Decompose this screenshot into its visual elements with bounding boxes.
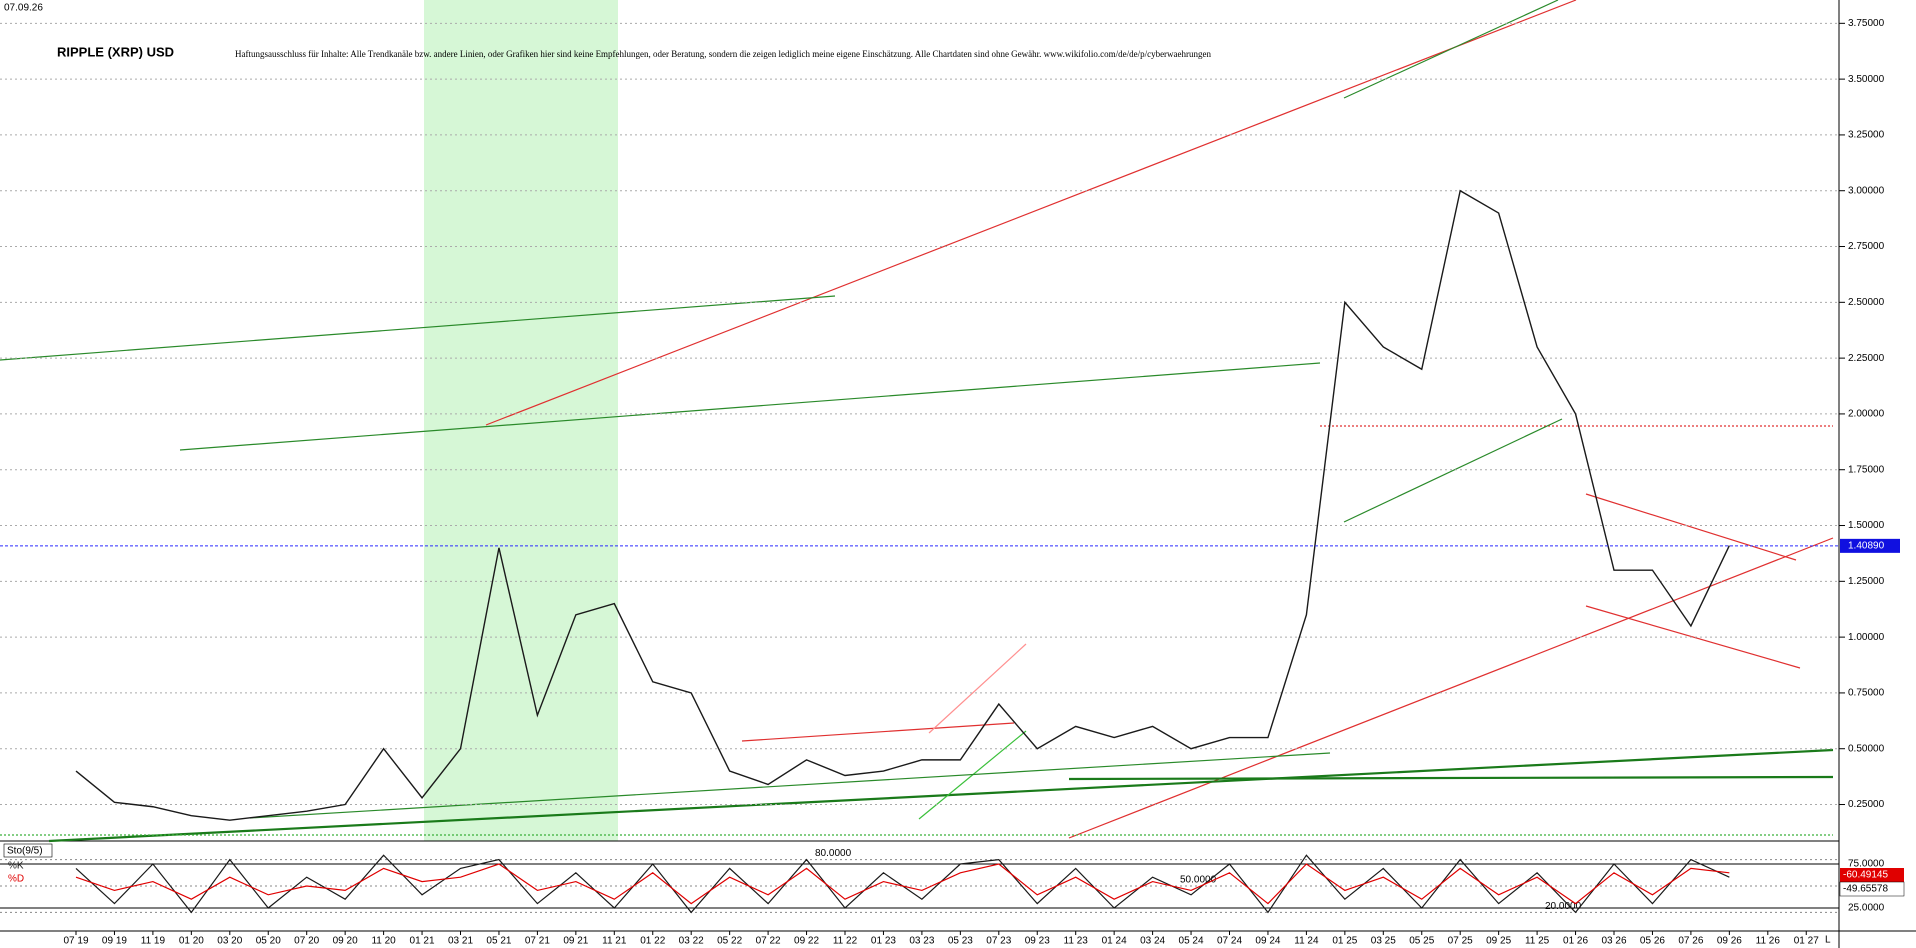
x-tick-label: 01 21 (410, 936, 435, 947)
x-tick-label: 05 23 (948, 936, 973, 947)
x-tick-label: 07 22 (756, 936, 781, 947)
x-tick-label: 01 23 (871, 936, 896, 947)
x-tick-label: 11 22 (833, 936, 858, 947)
disclaimer: Haftungsausschluss für Inhalte: Alle Tre… (235, 49, 1212, 59)
x-tick-label: 03 24 (1140, 936, 1165, 947)
y-tick-label: 0.75000 (1848, 688, 1885, 699)
y-tick-label: 3.00000 (1848, 185, 1885, 196)
price-line (75, 189, 1730, 821)
x-tick-label: 07 24 (1217, 936, 1242, 947)
readout-label: -60.49145 (1843, 870, 1888, 881)
x-tick-label: 05 25 (1409, 936, 1434, 947)
x-tick-label: 07 20 (294, 936, 319, 947)
x-tick-label: 05 21 (486, 936, 511, 947)
x-tick-label: 03 22 (679, 936, 704, 947)
y-tick-label: 0.25000 (1848, 799, 1885, 810)
y-tick-label: 1.75000 (1848, 464, 1885, 475)
x-tick-label: 11 19 (141, 936, 166, 947)
x-tick-label: 09 20 (333, 936, 358, 947)
x-tick-label: 09 24 (1255, 936, 1280, 947)
x-tick-label: 11 20 (371, 936, 396, 947)
x-tick-label: 03 25 (1371, 936, 1396, 947)
highlight-band (424, 0, 618, 841)
x-tick-label: 09 21 (563, 936, 588, 947)
readout-box (1840, 868, 1904, 882)
x-tick-label: 09 23 (1025, 936, 1050, 947)
y-tick-label: 75.0000 (1848, 859, 1885, 870)
x-tick-label: 07 25 (1448, 936, 1473, 947)
x-tick-label: 01 20 (179, 936, 204, 947)
last-price-box (1840, 538, 1900, 553)
x-tick-label: 11 21 (602, 936, 627, 947)
x-tick-label: 03 23 (909, 936, 934, 947)
legend-entry: %K (8, 861, 24, 872)
y-tick-label: 3.50000 (1848, 74, 1885, 85)
y-tick-label: 2.00000 (1848, 409, 1885, 420)
x-tick-label: 03 26 (1601, 936, 1626, 947)
chart-title: RIPPLE (XRP) USD (57, 44, 174, 59)
x-tick-label: 05 20 (256, 936, 281, 947)
indicator-title: Sto(9/5) (7, 846, 43, 857)
y-tick-label: 3.25000 (1848, 130, 1885, 141)
y-tick-label: 0.50000 (1848, 743, 1885, 754)
x-tick-label: 01 24 (1102, 936, 1127, 947)
readout-box (1839, 881, 1905, 897)
y-tick-label: 25.0000 (1848, 903, 1885, 914)
y-tick-label: 2.50000 (1848, 297, 1885, 308)
y-tick-label: 1.00000 (1848, 632, 1885, 643)
x-tick-label: 07 19 (63, 936, 88, 947)
date: 07.09.26 (4, 3, 43, 14)
level-label: 80.0000 (815, 848, 852, 859)
x-tick-label: 11 26 (1756, 936, 1781, 947)
x-tick-label: 09 22 (794, 936, 819, 947)
x-tick-label: 01 26 (1563, 936, 1588, 947)
axis-end: L (1825, 935, 1831, 946)
level-label: 20.0000 (1545, 901, 1582, 912)
y-tick-label: 2.75000 (1848, 241, 1885, 252)
x-tick-label: 01 27 (1794, 936, 1819, 947)
readout-label: -49.65578 (1843, 884, 1888, 895)
indicator-box (3, 843, 53, 858)
trend-lines (0, 0, 1834, 843)
x-tick-label: 11 24 (1294, 936, 1319, 947)
x-tick-label: 07 21 (525, 936, 550, 947)
y-tick-label: 2.25000 (1848, 353, 1885, 364)
x-tick-label: 05 22 (717, 936, 742, 947)
level-label: 50.0000 (1180, 875, 1217, 886)
x-tick-label: 09 25 (1486, 936, 1511, 947)
y-tick-label: 1.25000 (1848, 576, 1885, 587)
x-tick-label: 03 20 (217, 936, 242, 947)
x-tick-label: 03 21 (448, 936, 473, 947)
x-tick-label: 05 26 (1640, 936, 1665, 947)
x-tick-label: 01 22 (640, 936, 665, 947)
x-tick-label: 01 25 (1332, 936, 1357, 947)
x-tick-label: 09 26 (1717, 936, 1742, 947)
x-tick-label: 07 23 (986, 936, 1011, 947)
x-tick-label: 11 23 (1064, 936, 1089, 947)
y-tick-label: 1.50000 (1848, 520, 1885, 531)
legend-entry: %D (8, 874, 24, 885)
x-tick-label: 05 24 (1179, 936, 1204, 947)
stochastic-line (75, 863, 1730, 905)
y-tick-label: 3.75000 (1848, 18, 1885, 29)
x-tick-label: 07 26 (1678, 936, 1703, 947)
x-tick-label: 11 25 (1525, 936, 1550, 947)
x-tick-label: 09 19 (102, 936, 127, 947)
last-price-label: 1.40890 (1848, 540, 1885, 551)
